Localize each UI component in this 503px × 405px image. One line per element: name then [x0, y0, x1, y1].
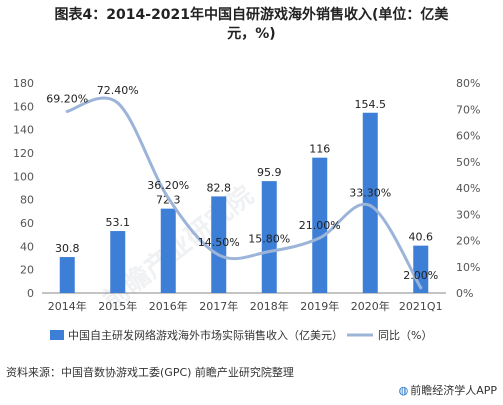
growth-point — [368, 204, 372, 208]
growth-value-label: 15.80% — [248, 233, 290, 246]
y-right-tick-label: 70% — [456, 103, 480, 116]
y-right-tick-label: 40% — [456, 182, 480, 195]
bar — [261, 181, 277, 293]
x-tick-label: 2016年 — [149, 299, 188, 313]
bar — [110, 231, 126, 293]
bar — [362, 112, 378, 293]
y-left-tick-label: 60 — [20, 217, 34, 230]
growth-value-label: 21.00% — [299, 219, 341, 232]
bar — [312, 157, 328, 293]
growth-point — [217, 253, 221, 257]
chart-title-line-1: 图表4：2014-2021年中国自研游戏海外销售收入(单位：亿美 — [54, 7, 449, 23]
y-left-tick-label: 100 — [13, 170, 34, 183]
x-tick-label: 2021Q1 — [399, 300, 443, 313]
y-right-tick-label: 0% — [456, 287, 473, 300]
bar-value-label: 53.1 — [106, 216, 131, 229]
bar — [211, 196, 227, 293]
x-tick-label: 2019年 — [300, 299, 339, 313]
growth-point — [116, 101, 120, 105]
x-tick-label: 2020年 — [351, 299, 390, 313]
x-tick-label: 2017年 — [199, 299, 238, 313]
y-left-tick-label: 140 — [13, 124, 34, 137]
x-tick-label: 2014年 — [48, 299, 87, 313]
y-left-tick-label: 20 — [20, 264, 34, 277]
y-right-tick-label: 80% — [456, 77, 480, 90]
growth-point — [419, 286, 423, 290]
y-left-tick-label: 180 — [13, 77, 34, 90]
growth-point — [166, 196, 170, 200]
brand-logo-icon: ◍ — [398, 384, 409, 397]
y-right-tick-label: 30% — [456, 208, 480, 221]
growth-value-label: 69.20% — [46, 92, 88, 105]
y-right-tick-label: 20% — [456, 235, 480, 248]
growth-value-label: 72.40% — [97, 84, 139, 97]
bar-value-label: 40.6 — [409, 231, 434, 244]
legend-bar-swatch — [50, 330, 64, 340]
bar — [160, 208, 176, 293]
brand-text: 前瞻经济学人APP — [410, 384, 497, 397]
chart-title: 图表4：2014-2021年中国自研游戏海外销售收入(单位：亿美 元，%) — [0, 6, 503, 44]
growth-point — [318, 236, 322, 240]
chart-title-line-2: 元，%) — [227, 26, 276, 42]
y-left-tick-label: 80 — [20, 194, 34, 207]
y-right-tick-label: 60% — [456, 130, 480, 143]
bar-value-label: 82.8 — [207, 181, 232, 194]
growth-value-label: 36.20% — [147, 179, 189, 192]
source-note: 资料来源：中国音数协游戏工委(GPC) 前瞻产业研究院整理 — [6, 366, 294, 379]
bar-value-label: 116 — [309, 143, 330, 156]
legend-line-label: 同比（%） — [378, 329, 432, 342]
legend-bar-label: 中国自主研发网络游戏海外市场实际销售收入（亿美元） — [68, 328, 343, 342]
growth-point — [65, 109, 69, 113]
growth-value-label: 33.30% — [349, 187, 391, 200]
y-left-tick-label: 120 — [13, 147, 34, 160]
x-tick-label: 2015年 — [98, 299, 137, 313]
y-right-tick-label: 10% — [456, 261, 480, 274]
bar-value-label: 154.5 — [355, 98, 387, 111]
growth-point — [267, 250, 271, 254]
x-tick-label: 2018年 — [250, 299, 289, 313]
brand-label: ◍ 前瞻经济学人APP — [399, 382, 497, 398]
growth-value-label: 2.00% — [403, 269, 438, 282]
bar-value-label: 95.9 — [257, 166, 282, 179]
bar — [59, 257, 75, 293]
y-right-tick-label: 50% — [456, 156, 480, 169]
y-left-tick-label: 40 — [20, 240, 34, 253]
growth-value-label: 14.50% — [198, 236, 240, 249]
y-left-tick-label: 160 — [13, 100, 34, 113]
bar-value-label: 30.8 — [55, 242, 80, 255]
y-left-tick-label: 0 — [27, 287, 34, 300]
